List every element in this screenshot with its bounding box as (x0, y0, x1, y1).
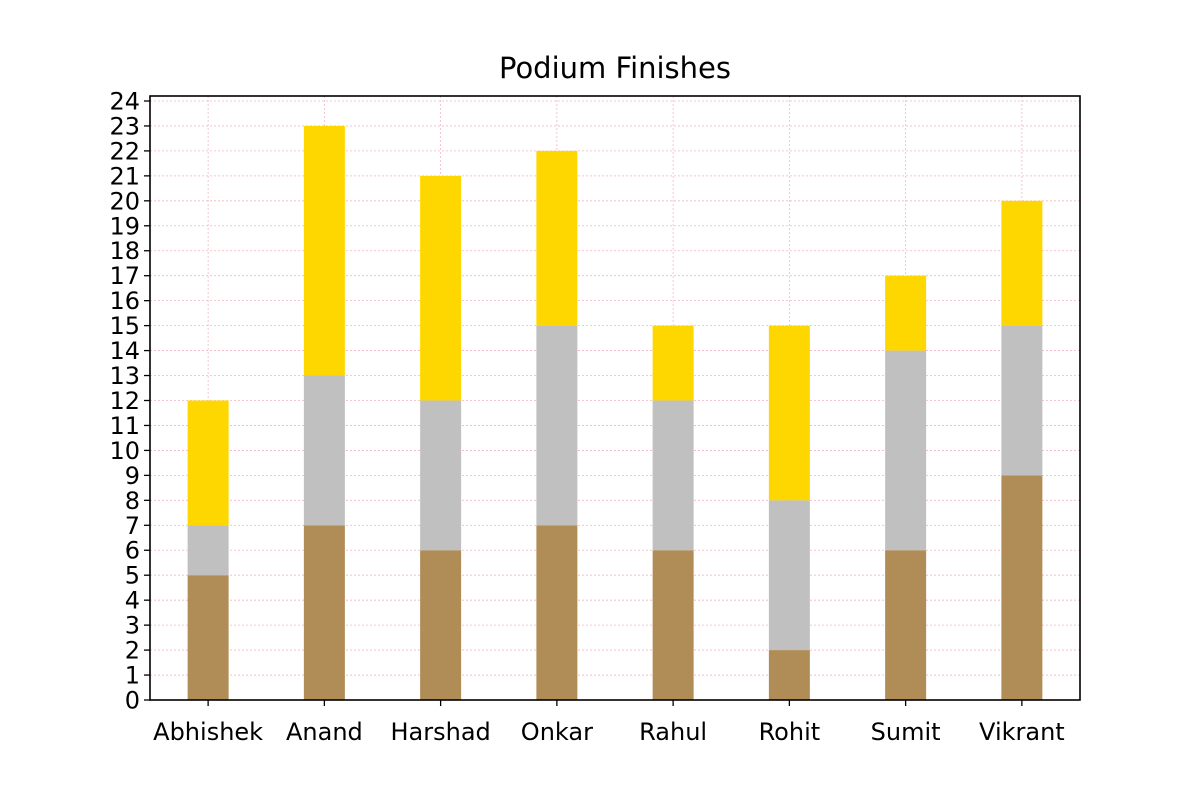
y-tick-label: 4 (125, 587, 140, 615)
bar-segment (885, 350, 927, 551)
bar-segment (536, 325, 578, 526)
x-tick-label: Anand (286, 718, 363, 746)
y-tick-label: 0 (125, 687, 140, 715)
bar-segment (303, 125, 345, 376)
bar-segment (768, 650, 810, 700)
y-tick-label: 8 (125, 487, 140, 515)
y-tick-label: 17 (109, 262, 140, 290)
y-tick-label: 14 (109, 337, 140, 365)
bar-segment (768, 500, 810, 651)
y-tick-label: 11 (109, 412, 140, 440)
y-tick-label: 15 (109, 312, 140, 340)
y-tick-label: 7 (125, 512, 140, 540)
y-tick-label: 3 (125, 612, 140, 640)
bar-segment (1001, 325, 1043, 476)
y-tick-label: 21 (109, 162, 140, 190)
y-tick-label: 13 (109, 362, 140, 390)
y-tick-label: 18 (109, 237, 140, 265)
bar-segment (885, 550, 927, 700)
bar-segment (536, 525, 578, 700)
bar-segment (187, 400, 229, 526)
y-tick-label: 16 (109, 287, 140, 315)
bar-segment (1001, 200, 1043, 326)
bar-segment (652, 325, 694, 401)
y-tick-label: 19 (109, 212, 140, 240)
x-tick-label: Onkar (521, 718, 593, 746)
plot-frame (149, 95, 1081, 701)
bar-segment (536, 150, 578, 326)
y-tick-label: 6 (125, 537, 140, 565)
bar-segment (652, 550, 694, 700)
y-tick-label: 22 (109, 137, 140, 165)
x-tick-label: Rahul (639, 718, 707, 746)
y-tick-label: 10 (109, 437, 140, 465)
bar-segment (885, 275, 927, 351)
y-tick-label: 9 (125, 462, 140, 490)
bar-segment (1001, 475, 1043, 700)
bar-segment (652, 400, 694, 551)
bar-segment (768, 325, 810, 501)
y-tick-label: 5 (125, 562, 140, 590)
x-tick-label: Harshad (390, 718, 490, 746)
bar-segment (303, 375, 345, 526)
bar-segment (303, 525, 345, 700)
y-tick-label: 20 (109, 187, 140, 215)
chart-title: Podium Finishes (499, 51, 731, 85)
bar-segment (420, 175, 462, 401)
grid-lines (150, 96, 1080, 701)
y-tick-label: 1 (125, 662, 140, 690)
x-tick-label: Abhishek (153, 718, 263, 746)
y-tick-label: 23 (109, 112, 140, 140)
bar-segment (187, 525, 229, 576)
x-tick-label: Vikrant (979, 718, 1065, 746)
y-tick-label: 12 (109, 387, 140, 415)
x-tick-label: Sumit (871, 718, 941, 746)
bar-segment (420, 550, 462, 700)
bar-segment (420, 400, 462, 551)
x-tick-label: Rohit (759, 718, 821, 746)
bars (187, 125, 1043, 700)
y-tick-label: 24 (109, 87, 140, 115)
x-axis: Abhishek Anand Harshad Onkar Rahul Rohit Sumit… (153, 700, 1065, 746)
bar-segment (187, 575, 229, 700)
y-tick-label: 2 (125, 637, 140, 665)
